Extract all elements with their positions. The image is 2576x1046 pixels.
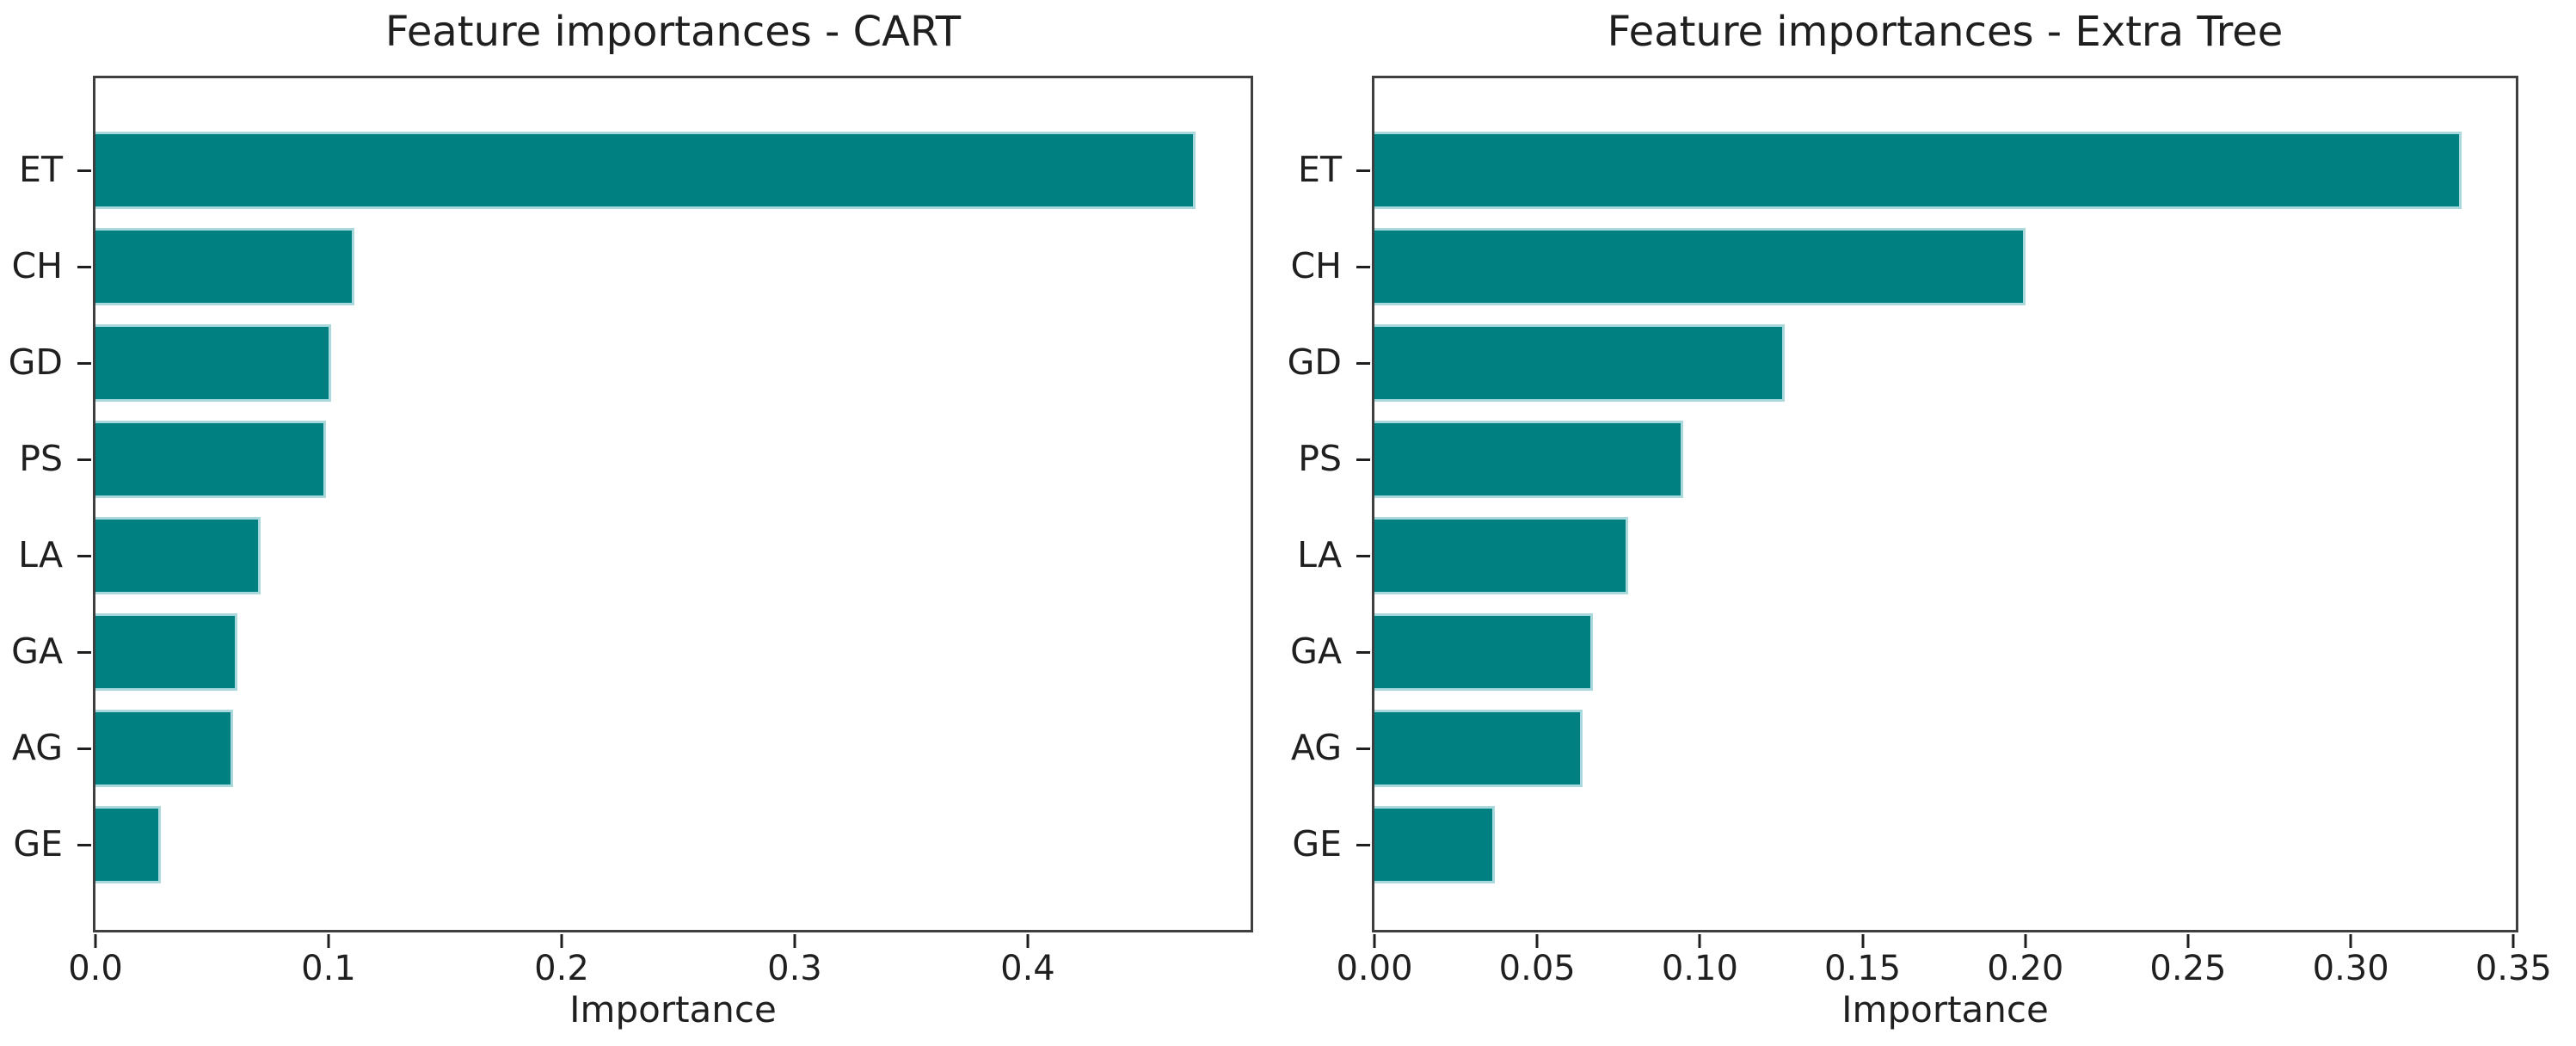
y-tick-label-ps: PS [19,438,63,480]
bar-ps [95,421,327,498]
x-tick-0.4 [1026,934,1030,948]
bar-ge [1374,806,1495,883]
bar-ga [1374,613,1593,691]
x-tick-label-0.15: 0.15 [1824,949,1902,988]
y-tick-label-ag: AG [11,727,63,769]
x-tick-label-0.3: 0.3 [767,949,822,988]
y-tick-ge [1356,844,1370,846]
bar-et [95,132,1196,209]
y-tick-label-ag: AG [1290,727,1342,769]
y-tick-label-ga: GA [1290,631,1342,673]
x-tick-label-0.05: 0.05 [1498,949,1576,988]
y-tick-ga [77,651,91,654]
y-tick-ge [77,844,91,846]
bar-ge [95,806,161,883]
x-tick-label-0.2: 0.2 [534,949,589,988]
bar-ch [1374,228,2026,305]
y-tick-gd [77,362,91,365]
bar-ch [95,228,354,305]
y-tick-ps [77,458,91,461]
y-tick-et [77,169,91,172]
x-tick-label-0.4: 0.4 [1000,949,1055,988]
y-tick-label-et: ET [19,149,63,191]
y-tick-label-ch: CH [11,245,63,287]
x-tick-0.10 [1698,934,1701,948]
x-tick-label-0.1: 0.1 [301,949,356,988]
y-tick-et [1356,169,1370,172]
x-tick-label-0.0: 0.0 [68,949,123,988]
x-tick-0.1 [327,934,330,948]
x-tick-label-0.30: 0.30 [2312,949,2389,988]
y-tick-la [1356,555,1370,557]
extra-tree-feature-importances-chart: Feature importances - Extra Tree Importa… [1288,8,2552,1031]
y-tick-label-et: ET [1298,149,1342,191]
x-tick-label-0.25: 0.25 [2149,949,2227,988]
y-tick-label-gd: GD [8,341,63,384]
x-tick-label-0.10: 0.10 [1661,949,1738,988]
x-tick-0.25 [2186,934,2190,948]
x-tick-0.0 [94,934,97,948]
y-tick-ch [77,266,91,268]
bar-ps [1374,421,1684,498]
cart-chart-title: Feature importances - CART [384,8,962,56]
y-tick-label-ge: GE [1292,823,1342,865]
bar-ag [1374,710,1583,787]
x-tick-0.15 [1861,934,1865,948]
extra-tree-chart-title: Feature importances - Extra Tree [1607,8,2284,56]
x-tick-0.35 [2511,934,2515,948]
x-tick-label-0.00: 0.00 [1336,949,1413,988]
y-tick-label-ch: CH [1290,245,1342,287]
y-tick-label-la: LA [1297,534,1342,576]
y-tick-label-ga: GA [11,631,63,673]
bar-gd [1374,324,1785,402]
x-tick-0.30 [2349,934,2352,948]
bar-ag [95,710,233,787]
y-tick-la [77,555,91,557]
x-tick-label-0.35: 0.35 [2475,949,2552,988]
extra-tree-x-axis-label: Importance [1841,988,2049,1031]
bar-et [1374,132,2462,209]
y-tick-label-ge: GE [13,823,63,865]
cart-feature-importances-chart: Feature importances - CART Importance ET… [9,8,1253,1031]
y-tick-ga [1356,651,1370,654]
y-tick-ch [1356,266,1370,268]
x-tick-label-0.20: 0.20 [1987,949,2064,988]
y-tick-ag [1356,748,1370,750]
cart-x-axis-label: Importance [569,988,777,1031]
x-tick-0.00 [1373,934,1376,948]
y-tick-label-ps: PS [1298,438,1342,480]
bar-la [1374,517,1629,594]
y-tick-gd [1356,362,1370,365]
x-tick-0.20 [2024,934,2027,948]
y-tick-ps [1356,458,1370,461]
bar-la [95,517,261,594]
x-tick-0.05 [1535,934,1539,948]
x-tick-0.3 [793,934,796,948]
bar-gd [95,324,331,402]
y-tick-label-gd: GD [1287,341,1342,384]
y-tick-label-la: LA [18,534,63,576]
bar-ga [95,613,238,691]
y-tick-ag [77,748,91,750]
x-tick-0.2 [560,934,563,948]
